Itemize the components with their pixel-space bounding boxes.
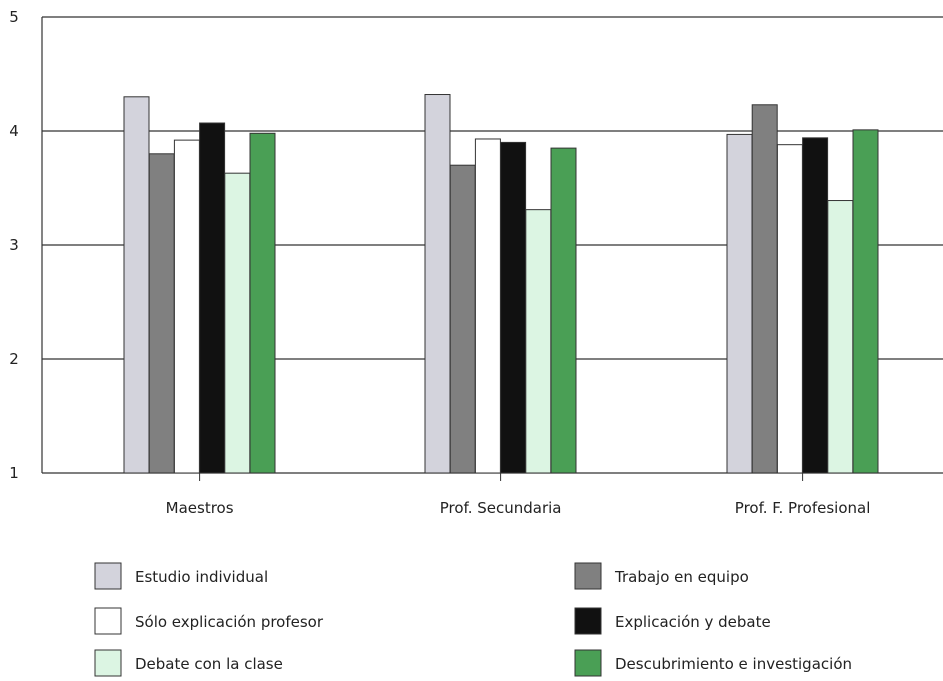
bar-trabajo-en-equipo-maestros: [148, 153, 175, 474]
bar-explicacion-y-debate-maestros: [199, 122, 226, 474]
bar-descubrimiento-e-investigacion-maestros: [249, 132, 276, 474]
legend-item-estudio-individual: Estudio individual: [94, 562, 268, 590]
bar-estudio-individual-prof-f-profesional: [726, 133, 753, 474]
category-label-prof-secundaria: Prof. Secundaria: [440, 499, 562, 517]
legend-item-debate-con-la-clase: Debate con la clase: [94, 649, 283, 677]
bar-solo-explicacion-profesor-prof-f-profesional: [776, 144, 803, 474]
bar-trabajo-en-equipo-prof-secundaria: [449, 164, 476, 474]
legend-swatch-trabajo-en-equipo: [574, 562, 602, 590]
bar-explicacion-y-debate-prof-f-profesional: [802, 137, 829, 474]
category-label-maestros: Maestros: [166, 499, 234, 517]
legend-swatch-descubrimiento-e-investigacion: [574, 649, 602, 677]
bar-trabajo-en-equipo-prof-f-profesional: [751, 104, 778, 474]
legend-swatch-explicacion-y-debate: [574, 607, 602, 635]
bar-descubrimiento-e-investigacion-prof-secundaria: [550, 147, 577, 474]
legend-label-explicacion-y-debate: Explicación y debate: [615, 613, 771, 631]
legend-swatch-debate-con-la-clase: [94, 649, 122, 677]
bar-estudio-individual-prof-secundaria: [424, 94, 451, 474]
bar-debate-con-la-clase-maestros: [224, 172, 251, 474]
legend-label-descubrimiento-e-investigacion: Descubrimiento e investigación: [615, 655, 852, 673]
bar-debate-con-la-clase-prof-secundaria: [525, 209, 552, 474]
y-axis: 1 2 3 4 5: [9, 8, 43, 482]
legend: Estudio individual Trabajo en equipo Sólo …: [94, 562, 852, 677]
category-labels: Maestros Prof. Secundaria Prof. F. Profesi…: [166, 473, 871, 517]
bar-estudio-individual-maestros: [123, 96, 150, 474]
bar-solo-explicacion-profesor-prof-secundaria: [474, 138, 501, 474]
y-tick-label-3: 3: [9, 236, 19, 254]
y-tick-label-5: 5: [9, 8, 19, 26]
y-tick-label-4: 4: [9, 122, 19, 140]
bar-solo-explicacion-profesor-maestros: [173, 139, 200, 474]
legend-label-debate-con-la-clase: Debate con la clase: [135, 655, 283, 673]
legend-item-explicacion-y-debate: Explicación y debate: [574, 607, 771, 635]
legend-swatch-estudio-individual: [94, 562, 122, 590]
legend-item-trabajo-en-equipo: Trabajo en equipo: [574, 562, 749, 590]
legend-swatch-solo-explicacion-profesor: [94, 607, 122, 635]
legend-label-estudio-individual: Estudio individual: [135, 568, 268, 586]
legend-item-descubrimiento-e-investigacion: Descubrimiento e investigación: [574, 649, 852, 677]
bar-descubrimiento-e-investigacion-prof-f-profesional: [852, 129, 879, 474]
category-label-prof-f-profesional: Prof. F. Profesional: [735, 499, 871, 517]
y-tick-label-2: 2: [9, 350, 19, 368]
bar-explicacion-y-debate-prof-secundaria: [500, 141, 527, 474]
legend-item-solo-explicacion-profesor: Sólo explicación profesor: [94, 607, 324, 635]
y-tick-label-1: 1: [9, 464, 19, 482]
legend-label-trabajo-en-equipo: Trabajo en equipo: [614, 568, 749, 586]
legend-label-solo-explicacion-profesor: Sólo explicación profesor: [135, 613, 324, 631]
bar-debate-con-la-clase-prof-f-profesional: [827, 200, 854, 474]
bars: [123, 94, 879, 474]
